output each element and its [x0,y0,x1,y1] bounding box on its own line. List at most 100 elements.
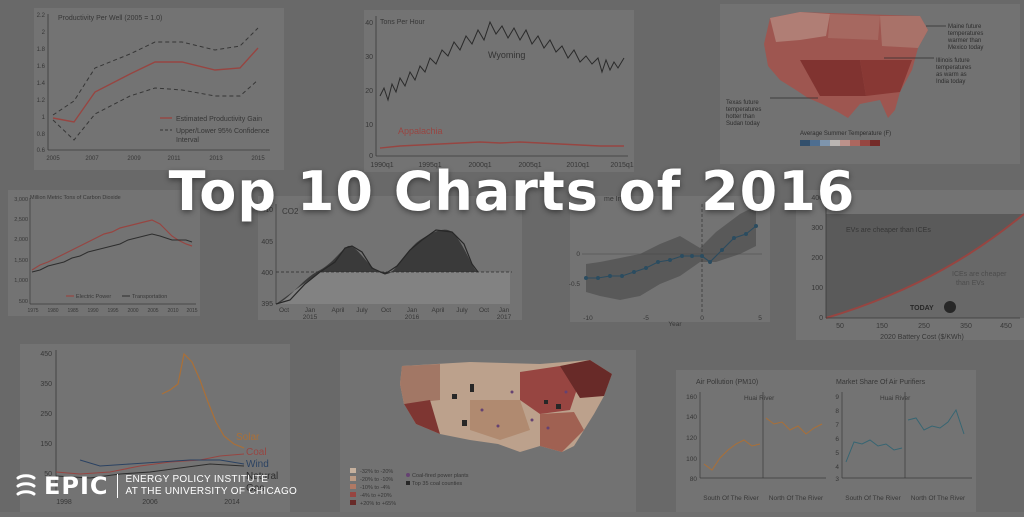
xtick: 2000q1 [468,162,491,169]
ytick: 400 [811,195,823,202]
series-label: Appalachia [398,126,443,136]
xtick: 0 [700,315,704,322]
ytick: 200 [811,255,823,262]
ytick: 150 [40,441,52,448]
xtick: Jan [407,307,418,314]
xtick-year: 2016 [405,314,420,321]
ytick: 0.8 [37,132,46,138]
chart-coal-map: -32% to -20% -20% to -10% -10% to -4% -4… [340,350,636,512]
annotation: Mexico today [948,45,983,51]
xtick: Oct [381,307,391,314]
legend-label: Upper/Lower 95% Confidence [176,128,269,135]
ytick: 400 [261,270,273,277]
xtick: 2010 [167,308,178,314]
purifier-south-line [845,439,903,463]
purifier-north-line [907,408,965,435]
logo-wordmark: EPIC [44,472,109,500]
chart-title: Air Pollution (PM10) [696,379,758,386]
axis-label: North Of The River [769,495,824,502]
ytick: 2.2 [37,13,46,19]
upper-ci-line [52,27,259,116]
xtick: 2009 [127,156,141,162]
ytick: 1.4 [37,81,46,87]
breakeven-curve [825,213,1024,319]
annotation: Sudan today [726,121,760,127]
ytick: 100 [811,285,823,292]
ytick: 2,500 [14,217,28,223]
chart-title: CO2 [282,207,299,216]
axis-label: South Of The River [703,495,759,502]
chart-title: Market Share Of Air Purifiers [836,379,926,386]
xtick: 50 [836,323,844,330]
xtick: 1990q1 [370,162,393,169]
coal-line [55,453,245,475]
xtick: Oct [279,307,289,314]
axis-label: South Of The River [845,495,901,502]
series-label: Wyoming [488,50,525,60]
xtick: 2015 [186,308,197,314]
wyoming-line [379,20,625,102]
xtick: 350 [960,323,972,330]
temperature-legend-bar [800,140,880,146]
legend-title: Average Summer Temperature (F) [800,131,891,137]
chart-title: Million Metric Tons of Carbon Dioxide [30,195,121,201]
ytick: 3,000 [14,197,28,203]
ytick: 40 [365,20,373,27]
series-label: Coal [246,447,267,458]
ytick: 2,000 [14,237,28,243]
income-line [586,225,757,279]
ytick: 1,000 [14,278,28,284]
series-label: Wind [246,459,269,470]
ytick: 160 [686,394,697,401]
ytick: 50 [44,471,52,478]
xtick-year: 2015 [303,314,318,321]
xtick: 450 [1000,323,1012,330]
xtick: July [456,307,468,314]
annotation: Maine future [948,24,982,30]
chart-title: Tons Per Hour [380,19,425,26]
ice-cheaper-region [826,214,1024,318]
epic-logo-icon [16,474,36,496]
chart-productivity: Productivity Per Well (2005 = 1.0) 2.2 2… [34,8,284,170]
ytick: 3 [835,476,839,483]
gas-line [55,463,245,479]
xtick: 2015q1 [610,162,633,169]
pm10-north-line [765,417,823,435]
today-label: TODAY [910,305,934,312]
estimate-line [52,47,259,123]
ytick: 5 [835,450,839,457]
co2-line [275,229,479,305]
logo-divider [116,474,118,498]
annotation: temperatures [936,65,971,71]
ytick: 0 [576,251,580,258]
ytick: 20 [365,88,373,95]
legend-label: Transportation [132,294,167,300]
legend-label: -4% to +20% [360,493,392,499]
legend-label: Electric Power [76,294,111,300]
co2-area [276,229,478,304]
ytick: 4 [835,464,839,471]
axis-label: 2020 Battery Cost ($/KWh) [880,334,964,341]
xtick: 2010q1 [566,162,589,169]
epic-logo: EPIC ENERGY POLICY INSTITUTE AT THE UNIV… [14,471,297,501]
chart-huai-river: Air Pollution (PM10) Market Share Of Air… [676,370,976,512]
ytick: 8 [835,408,839,415]
ytick: 100 [686,456,697,463]
ytick: 1,500 [14,258,28,264]
region-label: EVs are cheaper than ICEs [846,227,931,234]
ytick: 30 [365,54,373,61]
xtick: 2005 [147,308,158,314]
xtick: 2013 [209,156,223,162]
legend-label: Interval [176,137,199,144]
legend-label: Top 35 coal counties [412,481,462,487]
axis-label: North Of The River [911,495,966,502]
xtick: 150 [876,323,888,330]
ytick: 1 [42,115,46,121]
confidence-band [586,206,756,300]
xtick: 2015 [251,156,265,162]
xtick: -5 [643,315,649,322]
page-title: Top 10 Charts of 2016 [168,160,856,223]
xtick: 1995q1 [418,162,441,169]
